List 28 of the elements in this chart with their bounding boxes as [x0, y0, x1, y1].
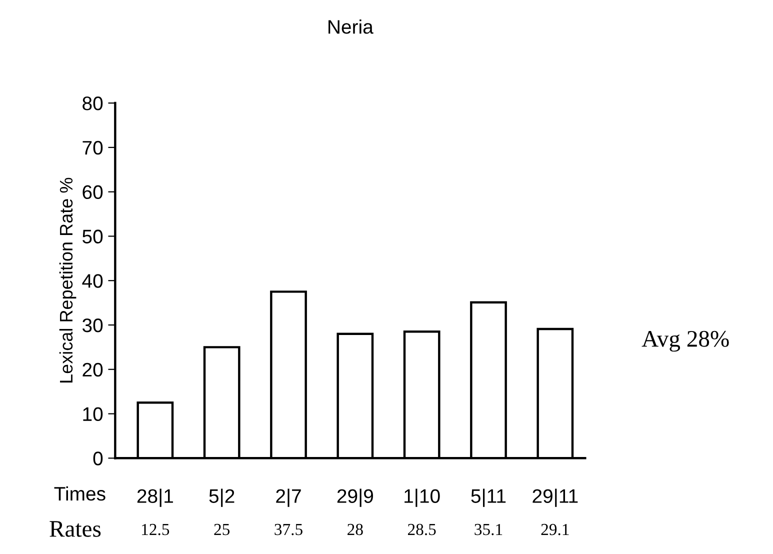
x-tick-label: 1|10 [404, 488, 440, 507]
text: Avg 28% [642, 330, 729, 352]
x-tick-label: 29|11 [532, 488, 578, 507]
x-tick-label: 5|2 [209, 488, 234, 507]
y-tick-label: 20 [82, 362, 103, 377]
x-tick-label: 28|1 [137, 488, 173, 507]
x-tick-label: 29|9 [337, 488, 373, 507]
x-tick-label: 5|11 [471, 488, 506, 507]
data-label: 35.1 [474, 524, 502, 536]
y-tick-label: 50 [82, 230, 103, 244]
data-label: 12.5 [142, 524, 170, 536]
y-tick-label: 80 [82, 96, 103, 110]
y-tick-label: 70 [82, 140, 103, 155]
data-label: 37.5 [274, 524, 302, 536]
y-tick-label: 60 [82, 185, 103, 200]
y-axis-title: Lexical Repetition Rate % [59, 178, 76, 382]
y-tick-label: 10 [83, 407, 103, 422]
data-label: 28 [348, 524, 363, 536]
x-tick-label: 2|7 [276, 488, 301, 507]
y-tick-label: 0 [93, 452, 103, 466]
x-axis-title: Times [54, 486, 106, 501]
data-label: 28.5 [408, 524, 436, 536]
data-label: 29.1 [541, 524, 569, 536]
chart-title: Neria [328, 20, 374, 34]
y-tick-label: 30 [82, 318, 103, 332]
text: Rates [50, 521, 101, 537]
y-tick-label: 40 [82, 274, 103, 288]
data-label: 25 [214, 524, 230, 536]
